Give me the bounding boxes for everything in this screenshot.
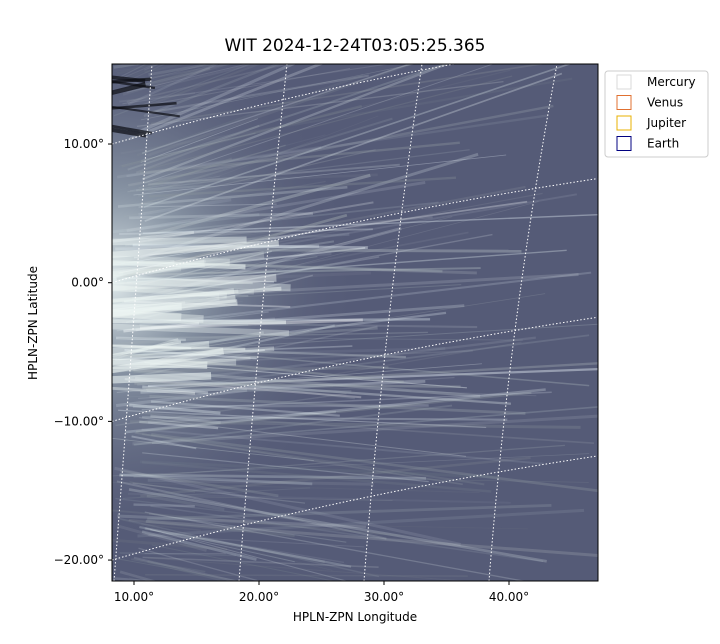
y-axis-label: HPLN-ZPN Latitude <box>26 266 40 380</box>
y-tick-label: −20.00° <box>54 553 104 567</box>
y-tick-label: 10.00° <box>64 137 104 151</box>
streak <box>144 0 472 70</box>
chart-title: WIT 2024-12-24T03:05:25.365 <box>225 36 486 56</box>
legend-label: Jupiter <box>646 116 686 130</box>
y-tick-label: −10.00° <box>54 414 104 428</box>
streak <box>129 578 462 640</box>
x-tick-label: 20.00° <box>239 590 279 604</box>
bright-streak <box>112 376 211 380</box>
x-tick-label: 10.00° <box>114 590 154 604</box>
streak <box>121 0 432 68</box>
x-tick-label: 30.00° <box>364 590 404 604</box>
legend-label: Mercury <box>647 75 696 89</box>
x-axis-label: HPLN-ZPN Longitude <box>293 610 417 624</box>
image <box>112 0 628 640</box>
streak <box>134 505 195 507</box>
y-tick-label: 0.00° <box>71 276 104 290</box>
bright-streak <box>112 259 230 262</box>
bright-streak <box>112 307 182 309</box>
legend-label: Venus <box>647 96 683 110</box>
bright-streak <box>112 321 286 322</box>
legend-label: Earth <box>647 137 679 151</box>
legend: Mercury Venus Jupiter Earth <box>605 71 708 157</box>
x-tick-label: 40.00° <box>489 590 529 604</box>
